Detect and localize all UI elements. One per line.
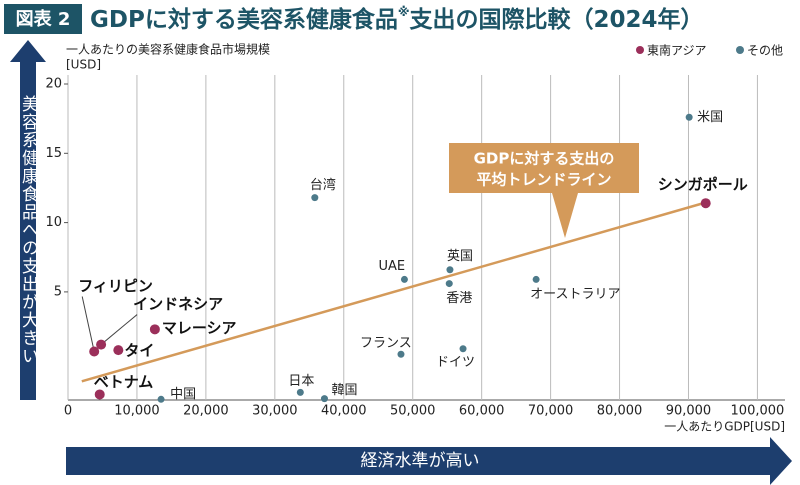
point-label: 台湾 xyxy=(310,177,336,193)
point-label: マレーシア xyxy=(162,319,237,337)
point xyxy=(96,339,107,350)
y-tick-label: 5 xyxy=(54,284,62,299)
point xyxy=(113,345,124,356)
title-mark: ※ xyxy=(398,5,410,19)
callout-text: GDPに対する支出の xyxy=(474,150,615,168)
x-tick-label: 100,000 xyxy=(731,404,785,419)
y-arrow-label: 美容系健康食品への支出が大きい xyxy=(18,95,38,365)
x-tick-label: 30,000 xyxy=(252,404,298,419)
point-label: フランス xyxy=(360,336,412,351)
x-tick-label: 10,000 xyxy=(114,404,160,419)
point-label: 香港 xyxy=(446,291,472,306)
leader-line xyxy=(81,296,95,352)
point-label: フィリピン xyxy=(78,277,153,295)
x-tick-label: 40,000 xyxy=(321,404,367,419)
point-label: 韓国 xyxy=(331,383,357,398)
legend-swatch xyxy=(736,46,744,54)
point-label: オーストラリア xyxy=(530,287,620,302)
title-main: GDPに対する美容系健康食品 xyxy=(90,6,398,33)
marks xyxy=(81,113,711,403)
leader-line xyxy=(100,314,138,345)
y-tick-label: 15 xyxy=(45,146,62,161)
point xyxy=(296,388,304,396)
point xyxy=(149,324,160,335)
x-tick-label: 80,000 xyxy=(597,404,643,419)
point-label: シンガポール xyxy=(658,176,748,194)
grid xyxy=(64,75,758,400)
x-tick-label: 20,000 xyxy=(183,404,229,419)
point xyxy=(89,346,100,357)
point-label: タイ xyxy=(124,342,154,360)
x-tick-label: 0 xyxy=(64,404,72,419)
callout-text: 平均トレンドライン xyxy=(476,171,611,189)
y-axis-title: 一人あたりの美容系健康食品市場規模 xyxy=(66,42,270,57)
figure-label-box xyxy=(4,4,82,34)
point xyxy=(400,275,408,283)
point-label: 日本 xyxy=(288,374,314,389)
legend-label: その他 xyxy=(747,44,783,58)
legend-swatch xyxy=(636,46,644,54)
x-arrow xyxy=(66,437,792,485)
y-arrow xyxy=(10,40,46,400)
point-label: 英国 xyxy=(447,249,473,264)
x-tick-label: 90,000 xyxy=(666,404,712,419)
figure-label: 図表 2 xyxy=(16,8,71,30)
legend-label: 東南アジア xyxy=(647,43,707,58)
point xyxy=(94,389,105,400)
title-suffix: 支出の国際比較（2024年） xyxy=(409,6,704,33)
y-tick-label: 20 xyxy=(45,77,62,92)
point-label: UAE xyxy=(378,259,405,274)
point xyxy=(320,395,328,403)
point xyxy=(157,395,165,403)
x-arrow-label: 経済水準が高い xyxy=(361,451,480,471)
point xyxy=(445,280,453,288)
point-label: 中国 xyxy=(170,387,196,402)
y-tick-label: 10 xyxy=(45,215,62,230)
point xyxy=(459,345,467,353)
x-tick-label: 60,000 xyxy=(459,404,505,419)
point-label: 米国 xyxy=(697,110,723,125)
point xyxy=(700,198,711,209)
y-axis-unit: [USD] xyxy=(66,58,101,72)
x-axis-title: 一人あたりGDP[USD] xyxy=(664,420,785,434)
point xyxy=(532,275,540,283)
point xyxy=(311,194,319,202)
point-label: インドネシア xyxy=(133,295,223,313)
point-label: ベトナム xyxy=(94,373,154,391)
callout-box xyxy=(449,143,639,238)
x-tick-label: 50,000 xyxy=(390,404,436,419)
point xyxy=(446,266,454,274)
chart-title: GDPに対する美容系健康食品※支出の国際比較（2024年） xyxy=(90,5,704,33)
trend-line xyxy=(81,201,707,383)
point xyxy=(397,350,405,358)
point-label: ドイツ xyxy=(436,355,475,370)
point xyxy=(685,113,693,121)
x-tick-label: 70,000 xyxy=(528,404,574,419)
